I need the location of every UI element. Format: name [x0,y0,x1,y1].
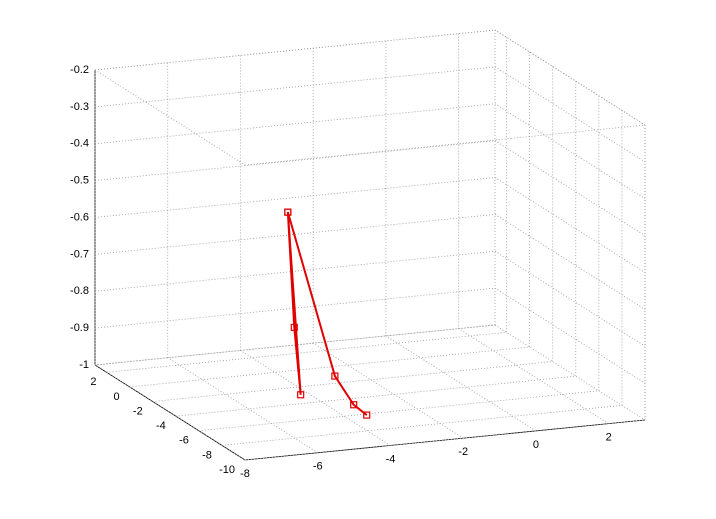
grid-line [312,342,464,439]
y-tick-label: -4 [156,420,166,432]
z-tick-label: -0.4 [70,138,89,150]
grid-line [94,324,496,366]
trajectory-point [297,391,305,399]
grid-line [94,66,496,108]
grid-line [494,324,646,421]
grid-line [94,250,496,292]
grid-line [175,375,576,417]
y-tick-label: 2 [90,376,96,388]
mesh-column [361,218,476,291]
x-tick-label: -2 [458,446,468,458]
y-tick-label: -2 [133,405,143,417]
mesh-row [210,273,574,309]
mesh-column [397,104,512,398]
mesh-row [222,169,586,427]
x-tick-label: -4 [386,453,396,465]
grid-line [94,213,496,255]
grid-line [94,29,496,71]
trajectory-point [290,323,298,332]
z-tick-label: -0.7 [70,248,89,260]
y-tick-label: 0 [113,391,119,403]
grid-line [494,287,646,384]
grid-line [94,103,496,145]
grid-line [106,331,507,373]
z-tick-label: -0.5 [70,175,89,187]
y-tick-label: -6 [179,435,189,447]
grid-line [494,214,646,310]
grid-line [221,404,622,446]
x-tick-label: -8 [240,468,250,480]
mesh-column [216,232,331,305]
grid-line [494,66,646,163]
z-tick-label: -1 [79,359,89,371]
grid-line [494,250,646,347]
grid-line [152,361,553,402]
mesh-column [179,140,294,405]
mesh-row [176,140,540,398]
grid-line [94,287,496,329]
grid-line [244,419,646,461]
grid-line [240,350,391,446]
mesh-column [143,240,258,313]
z-tick-label: -0.2 [70,64,89,76]
y-tick-label: -8 [202,449,212,461]
z-tick-label: -0.9 [70,322,89,334]
mesh-column [288,225,403,298]
z-tick-label: -0.6 [70,211,89,223]
box-edge [94,324,496,366]
grid-line [494,140,646,236]
mesh-row [153,133,517,376]
grid-line [385,335,537,432]
grid-line [494,103,646,200]
x-tick-label: -6 [313,461,323,473]
mesh-column [470,111,585,376]
mesh-column [434,211,549,284]
mesh-row [141,229,505,265]
grid-line [94,177,496,218]
box-edge [244,124,646,166]
y-tick-label: -10 [219,464,235,476]
grid-line [129,346,530,388]
mesh-row [118,214,482,250]
trajectory-point [284,208,292,216]
grid-line [494,177,646,273]
z-tick-label: -0.3 [70,101,89,113]
box-edge [94,69,246,166]
grid-line [458,328,609,424]
grid-line [494,29,646,126]
grid-line [94,140,496,182]
trajectory-point [350,401,358,409]
mesh-row [130,111,494,369]
box-edge [494,29,646,126]
grid-line [94,364,246,461]
z-tick-label: -0.8 [70,285,89,297]
x-tick-label: 2 [606,432,612,444]
x-tick-label: 0 [533,439,539,451]
mesh-row [164,243,528,279]
trajectory-line [286,211,368,416]
grid-line [167,357,318,454]
mesh-column [325,125,440,390]
trajectory-point [331,372,339,380]
grid-line [198,390,599,432]
mesh-row [199,162,563,405]
trajectory-point [363,411,371,419]
